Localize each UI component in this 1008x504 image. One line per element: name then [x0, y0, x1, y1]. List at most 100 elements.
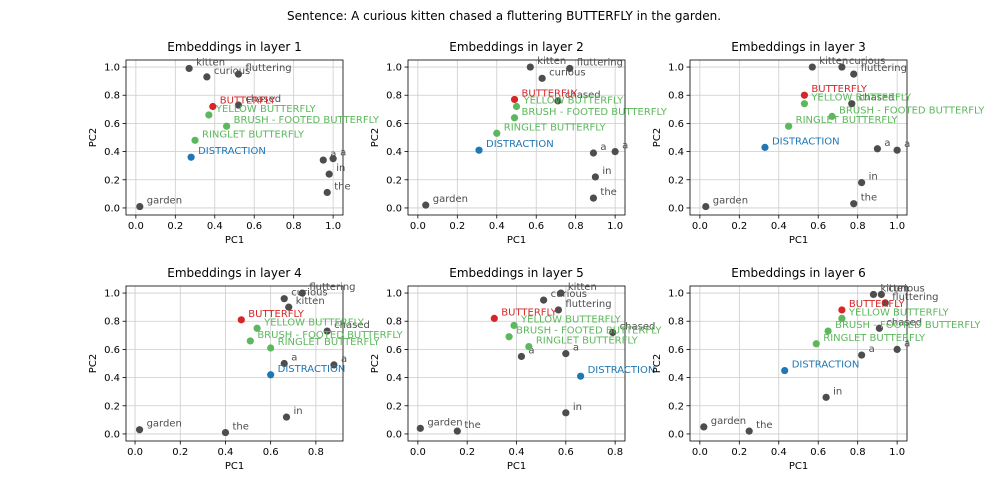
x-tick-label: 1.0	[325, 221, 341, 232]
data-label: curious	[214, 66, 250, 77]
data-label: DISTRACTION	[278, 364, 346, 375]
y-tick-label: 0.4	[104, 147, 120, 158]
y-tick-label: 0.4	[104, 373, 120, 384]
axes-frame	[125, 285, 344, 442]
data-label: a	[869, 344, 875, 355]
x-tick-label: 0.6	[246, 221, 262, 232]
data-label: a	[341, 354, 347, 365]
axes-frame	[125, 59, 344, 216]
data-label: garden	[147, 196, 182, 207]
data-point	[280, 359, 288, 368]
data-label: fluttering	[309, 282, 355, 293]
data-point	[824, 327, 832, 335]
data-label: BRUSH - FOOTED BUTTERFLY	[234, 115, 380, 126]
y-tick-label: 0.8	[386, 91, 402, 102]
data-label: kitten	[196, 57, 225, 68]
x-tick-label: 0.6	[528, 221, 544, 232]
data-point	[512, 102, 521, 111]
data-label: YELLOW BUTTERFLY	[215, 104, 317, 115]
data-label: in	[573, 402, 582, 413]
data-point	[280, 295, 288, 303]
data-label: chased	[245, 94, 281, 105]
data-point	[267, 344, 275, 352]
y-tick-label: 0.2	[668, 401, 684, 412]
x-tick-label: 0.2	[449, 221, 465, 232]
x-tick-label: 0.0	[127, 447, 143, 458]
data-label: BUTTERFLY	[220, 96, 276, 107]
data-label: BUTTERFLY	[501, 307, 557, 318]
y-tick-label: 0.6	[668, 345, 684, 356]
data-label: YELLOW BUTTERFLY	[848, 307, 950, 318]
data-point	[848, 100, 856, 108]
data-label: fluttering	[577, 57, 623, 68]
data-point	[525, 342, 533, 351]
data-point	[611, 147, 619, 156]
data-label: a	[600, 142, 606, 153]
data-point	[237, 316, 245, 324]
data-point	[591, 173, 600, 181]
data-point	[828, 112, 836, 120]
data-label: curious	[888, 283, 924, 294]
y-tick-label: 0.8	[668, 317, 684, 328]
chart-panel-2: 0.0 0.2 0.4 0.6 0.8 1.0 0.0 0.2 0.4 0.6 0.8 1.0 Embe…	[370, 40, 668, 246]
data-label: BUTTERFLY	[248, 309, 304, 320]
data-point	[330, 361, 338, 369]
data-label: BRUSH - FOOTED BUTTERFLY	[257, 330, 403, 341]
x-tick-label: 0.6	[558, 447, 574, 458]
data-label: fluttering	[861, 63, 907, 74]
data-point	[589, 149, 598, 157]
data-label: YELLOW BUTTERFLY	[520, 314, 622, 325]
data-label: in	[869, 172, 878, 183]
data-label: a	[573, 343, 579, 354]
x-tick-label: 0.2	[172, 447, 188, 458]
data-point	[234, 101, 243, 109]
data-label: curious	[849, 56, 885, 67]
data-label: DISTRACTION	[772, 136, 840, 147]
data-point	[453, 427, 461, 435]
x-axis-label: PC1	[225, 461, 244, 472]
data-point	[136, 202, 144, 211]
axes-frame	[407, 59, 626, 216]
y-tick-label: 1.0	[386, 289, 402, 300]
data-label: kitten	[296, 296, 325, 307]
x-tick-label: 0.4	[489, 221, 505, 232]
data-point	[538, 74, 546, 82]
data-point	[221, 428, 230, 437]
y-tick-label: 0.8	[104, 317, 120, 328]
data-label: RINGLET BUTTERFLY	[504, 122, 607, 133]
data-point	[577, 372, 585, 380]
y-tick-label: 1.0	[668, 289, 684, 300]
x-tick-label: 0.8	[850, 221, 866, 232]
data-point	[812, 340, 820, 348]
x-tick-label: 0.8	[850, 447, 866, 458]
data-point	[822, 393, 830, 401]
data-point	[319, 156, 327, 164]
data-point	[838, 63, 846, 71]
chart-title: Embeddings in layer 3	[731, 40, 865, 54]
data-point	[329, 155, 337, 163]
data-label: in	[833, 386, 842, 397]
y-tick-label: 0.2	[386, 401, 402, 412]
data-label: the	[232, 422, 248, 433]
data-point	[800, 100, 809, 108]
data-point	[475, 146, 483, 154]
data-point	[505, 333, 513, 341]
data-label: kitten	[880, 283, 909, 294]
data-point	[557, 289, 565, 297]
y-tick-label: 0.4	[386, 373, 402, 384]
y-tick-label: 0.6	[386, 119, 402, 130]
x-tick-label: 0.4	[509, 447, 525, 458]
chart-panel-6: 0.0 0.2 0.4 0.6 0.8 1.0 0.0 0.2 0.4 0.6 0.8 1.0 Embe…	[652, 266, 981, 472]
y-tick-label: 0.0	[668, 203, 684, 214]
y-tick-label: 1.0	[386, 63, 402, 74]
x-tick-label: 0.6	[810, 221, 826, 232]
data-point	[702, 202, 710, 211]
data-label: garden	[711, 416, 746, 427]
data-point	[526, 63, 534, 71]
y-tick-label: 0.8	[386, 317, 402, 328]
data-point	[135, 426, 144, 434]
data-point	[781, 366, 789, 375]
data-label: a	[904, 139, 910, 150]
x-tick-label: 0.6	[810, 447, 826, 458]
